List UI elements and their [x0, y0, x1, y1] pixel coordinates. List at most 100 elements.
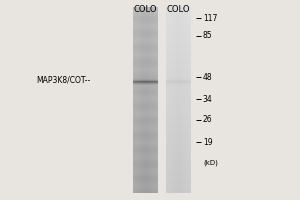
Bar [166, 155, 191, 156]
Bar [133, 34, 158, 35]
Bar [166, 132, 191, 133]
Bar [183, 7, 184, 193]
Bar [166, 185, 191, 186]
Bar [133, 185, 158, 186]
Bar [133, 43, 158, 44]
Bar [178, 7, 179, 193]
Bar [166, 110, 191, 111]
Bar [166, 72, 191, 73]
Bar [139, 7, 140, 193]
Bar [133, 124, 158, 125]
Bar [166, 135, 191, 136]
Bar [133, 42, 158, 43]
Bar [133, 35, 158, 36]
Bar [133, 140, 158, 141]
Bar [166, 143, 191, 144]
Bar [133, 27, 158, 28]
Bar [166, 9, 191, 10]
Bar [133, 63, 158, 64]
Bar [166, 38, 191, 39]
Bar [166, 140, 191, 141]
Bar [166, 179, 191, 180]
Bar [166, 145, 191, 146]
Bar [133, 92, 158, 93]
Bar [166, 130, 191, 131]
Bar [166, 19, 191, 20]
Bar [133, 126, 158, 127]
Bar [133, 137, 158, 138]
Bar [133, 122, 158, 123]
Bar [133, 143, 158, 144]
Bar [166, 178, 191, 179]
Bar [133, 85, 158, 86]
Bar [133, 114, 158, 115]
Bar [166, 45, 191, 46]
Bar [133, 71, 158, 72]
Bar [166, 47, 191, 48]
Bar [166, 107, 191, 108]
Bar [166, 15, 191, 16]
Bar [166, 56, 191, 57]
Bar [166, 24, 191, 25]
Bar [133, 50, 158, 51]
Bar [166, 14, 191, 15]
Bar [166, 172, 191, 173]
Bar [133, 64, 158, 65]
Bar [145, 7, 146, 193]
Bar [166, 173, 191, 174]
Bar [133, 131, 158, 132]
Bar [133, 102, 158, 103]
Bar [166, 33, 191, 34]
Text: 34: 34 [203, 95, 213, 104]
Bar [133, 78, 158, 79]
Bar [166, 146, 191, 147]
Bar [133, 47, 158, 48]
Bar [166, 18, 191, 19]
Bar [166, 80, 191, 81]
Bar [153, 7, 154, 193]
Bar [133, 40, 158, 41]
Bar [166, 90, 191, 91]
Bar [166, 77, 191, 78]
Bar [133, 16, 158, 17]
Bar [166, 50, 191, 51]
Bar [166, 71, 191, 72]
Bar [133, 99, 158, 100]
Bar [133, 96, 158, 97]
Bar [166, 70, 191, 71]
Bar [166, 54, 191, 55]
Bar [133, 98, 158, 99]
Bar [133, 101, 158, 102]
Bar [166, 52, 191, 53]
Bar [166, 82, 191, 83]
Bar [133, 160, 158, 161]
Bar [166, 7, 167, 193]
Bar [166, 123, 191, 124]
Bar [166, 119, 191, 120]
Bar [133, 38, 158, 39]
Bar [133, 13, 158, 14]
Bar [166, 167, 191, 168]
Bar [166, 137, 191, 138]
Bar [133, 108, 158, 109]
Bar [166, 63, 191, 64]
Bar [166, 141, 191, 142]
Bar [166, 69, 191, 70]
Bar [133, 128, 158, 129]
Bar [166, 105, 191, 106]
Bar [133, 8, 158, 9]
Bar [175, 7, 176, 193]
Bar [166, 74, 191, 75]
Bar [166, 66, 191, 67]
Bar [133, 153, 158, 154]
Bar [184, 7, 185, 193]
Bar [133, 39, 158, 40]
Bar [166, 11, 191, 12]
Bar [166, 177, 191, 178]
Bar [133, 181, 158, 182]
Bar [133, 28, 158, 29]
Bar [166, 86, 191, 87]
Bar [133, 145, 158, 146]
Bar [166, 83, 191, 84]
Bar [133, 172, 158, 173]
